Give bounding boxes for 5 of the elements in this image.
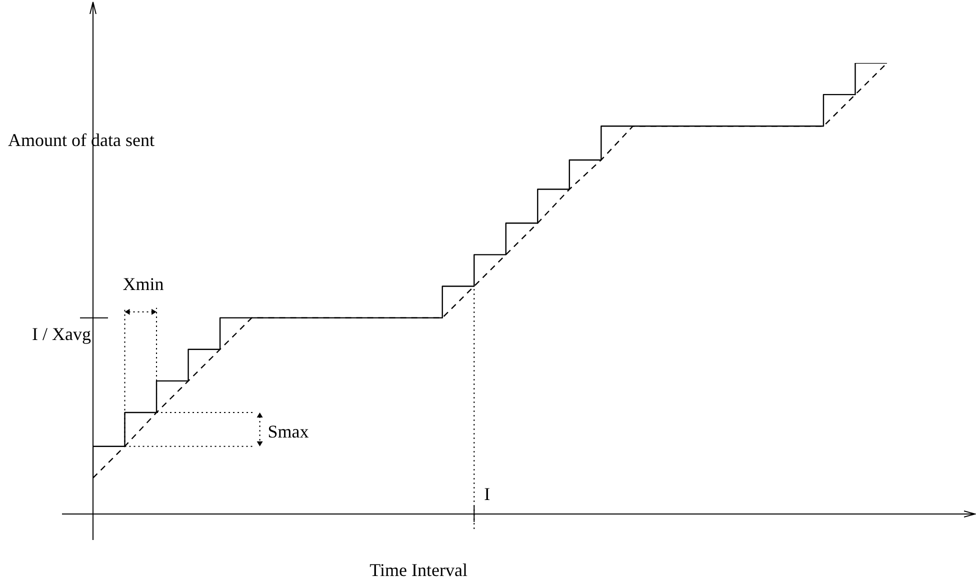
annotation: I xyxy=(484,484,490,504)
annotation: Smax xyxy=(268,421,309,442)
annotation: Xmin xyxy=(122,274,164,294)
x-axis-title: Time Interval xyxy=(370,560,468,580)
ref-line-label: I / Xavg xyxy=(32,324,91,344)
